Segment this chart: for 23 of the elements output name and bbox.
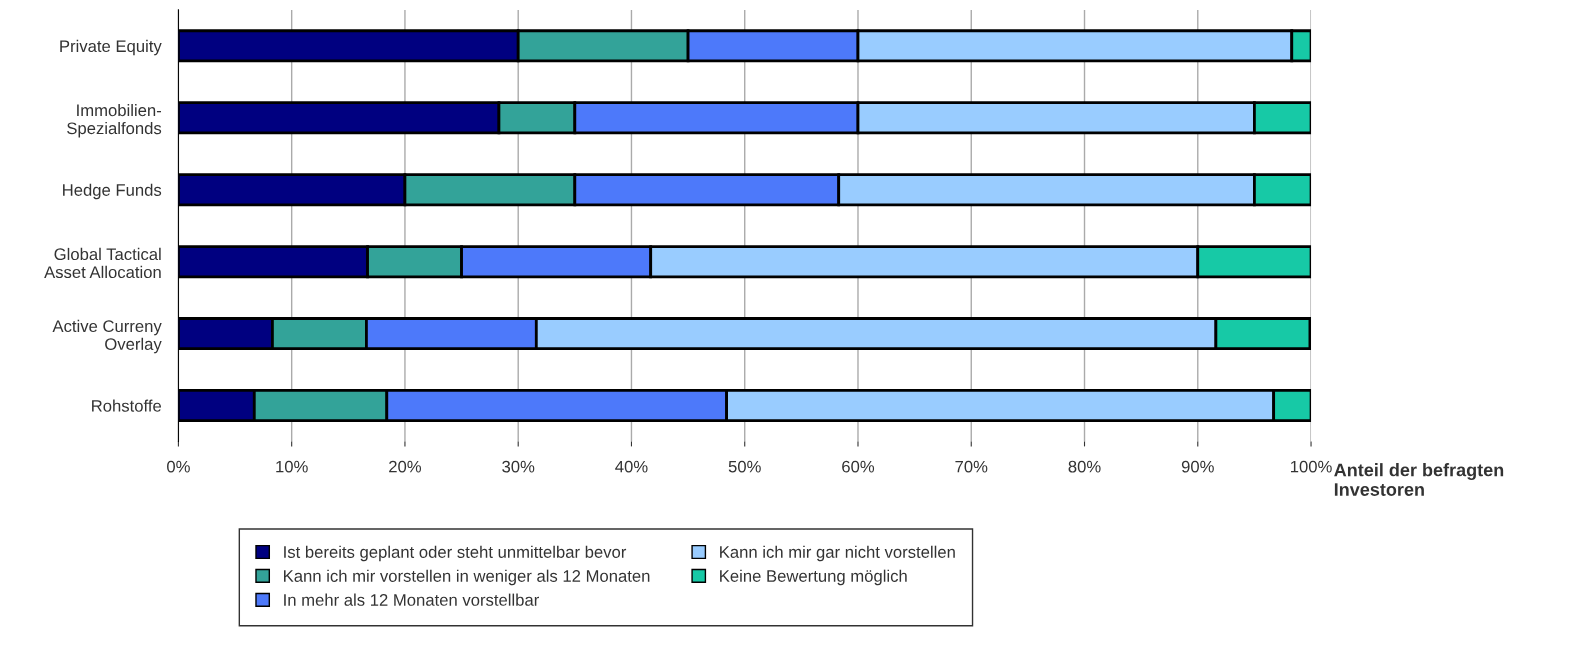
- x-tick-label: 40%: [615, 460, 648, 473]
- x-tick-label: 100%: [1291, 460, 1332, 473]
- x-tick-label: 80%: [1068, 460, 1101, 473]
- x-tick-label: 30%: [502, 460, 535, 473]
- legend-label: Keine Bewertung möglich: [720, 569, 907, 586]
- x-tick-label: 0%: [167, 460, 190, 473]
- x-tick-label: 50%: [728, 460, 761, 473]
- y-tick-label: Hedge Funds: [63, 183, 162, 200]
- y-tick-label: Rohstoffe: [92, 399, 162, 412]
- x-axis-title: Anteil der befragten Investoren: [1334, 463, 1504, 496]
- x-tick-label: 10%: [276, 460, 308, 473]
- y-tick-label: Private Equity: [60, 39, 162, 56]
- y-tick-label: Immobilien- Spezialfonds: [67, 103, 162, 138]
- legend-label: Kann ich mir gar nicht vorstellen: [720, 545, 955, 562]
- x-tick-label: 90%: [1181, 460, 1214, 473]
- legend-label: Ist bereits geplant oder steht unmittelbar bevor: [284, 545, 627, 562]
- x-tick-label: 60%: [842, 460, 875, 473]
- y-tick-label: Global Tactical Asset Allocation: [44, 247, 161, 279]
- x-tick-label: 70%: [955, 460, 988, 473]
- legend-label: Kann ich mir vorstellen in weniger als 12 Monaten: [284, 569, 650, 586]
- legend-label: In mehr als 12 Monaten vorstellbar: [284, 593, 539, 606]
- x-tick-label: 20%: [389, 460, 422, 473]
- y-tick-label: Active Curreny Overlay: [52, 319, 162, 354]
